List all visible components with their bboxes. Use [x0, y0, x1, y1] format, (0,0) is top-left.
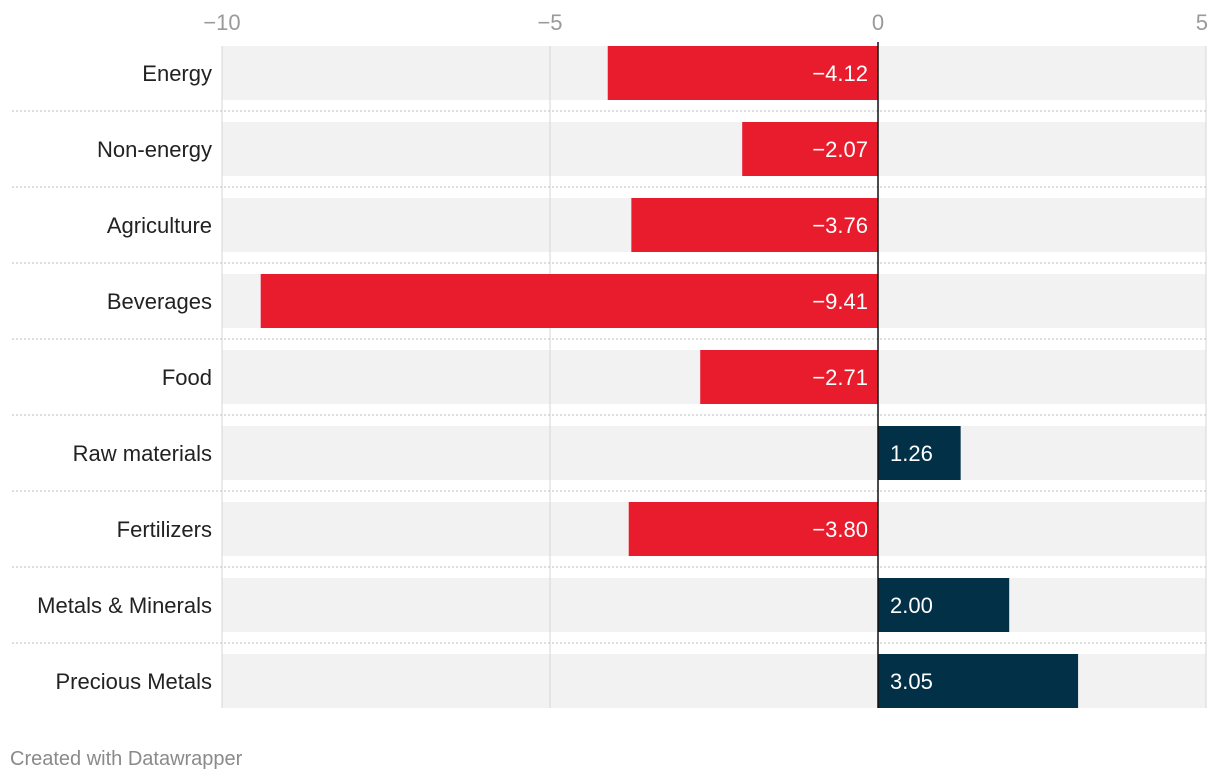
bar: [260, 274, 879, 328]
bar-value-label: −4.12: [812, 61, 868, 86]
category-label: Agriculture: [107, 213, 212, 238]
category-label: Food: [162, 365, 212, 390]
category-label: Non-energy: [97, 137, 212, 162]
bar: [742, 122, 878, 176]
category-label: Fertilizers: [117, 517, 212, 542]
x-tick-label: −5: [537, 10, 562, 35]
row-band: [222, 426, 1206, 480]
bar-value-label: −3.80: [812, 517, 868, 542]
category-label: Energy: [142, 61, 212, 86]
footer-credit: Created with Datawrapper: [10, 748, 243, 770]
row-band: [222, 578, 1206, 632]
bar-value-label: 2.00: [890, 593, 933, 618]
x-tick-label: 0: [872, 10, 884, 35]
bar: [878, 426, 961, 480]
row-band: [222, 122, 1206, 176]
bar-value-label: −3.76: [812, 213, 868, 238]
bar: [878, 654, 1079, 708]
category-label: Raw materials: [73, 441, 212, 466]
category-label: Beverages: [107, 289, 212, 314]
bar: [700, 350, 878, 404]
bar-value-label: −9.41: [812, 289, 868, 314]
x-tick-label: 5: [1196, 10, 1208, 35]
bar-value-label: 1.26: [890, 441, 933, 466]
bar-value-label: −2.71: [812, 365, 868, 390]
x-tick-label: −10: [203, 10, 240, 35]
category-label: Precious Metals: [55, 669, 212, 694]
bar: [878, 578, 1010, 632]
bar: [631, 198, 878, 252]
bar: [628, 502, 878, 556]
category-label: Metals & Minerals: [37, 593, 212, 618]
bar-value-label: −2.07: [812, 137, 868, 162]
bar-chart: −10 −5 0 5 −4.12 Energy −2.07 Non-energy −3.76 Ag…: [12, 10, 1208, 708]
bar-value-label: 3.05: [890, 669, 933, 694]
bar: [607, 46, 878, 100]
